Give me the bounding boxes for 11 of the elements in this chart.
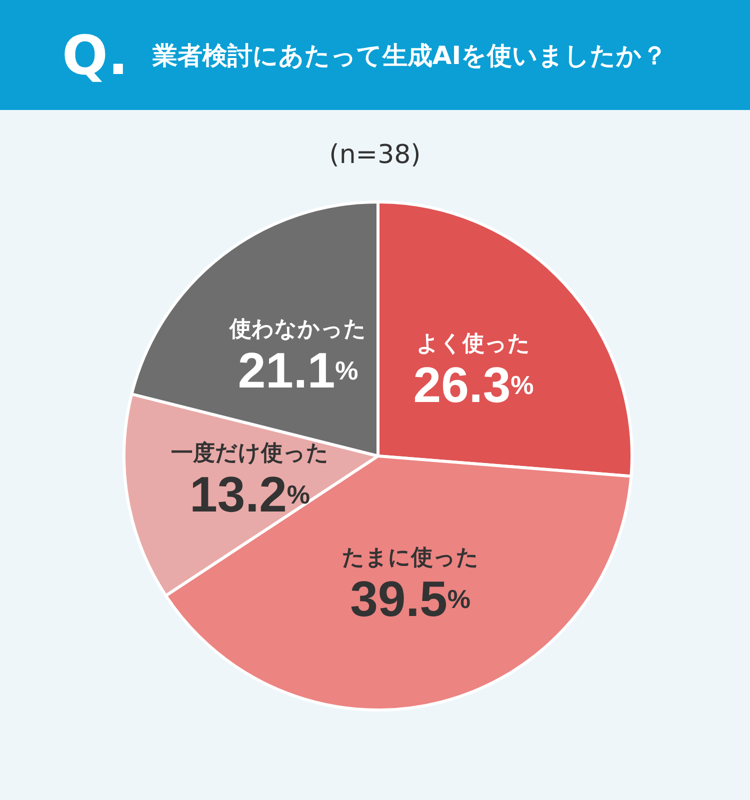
slice-label: たまに使った bbox=[342, 544, 479, 570]
slice-label: 一度だけ使った bbox=[170, 440, 329, 466]
data-label: 13.2% bbox=[190, 466, 310, 523]
data-label: 39.5% bbox=[350, 570, 471, 627]
chart-subtitle: (n=38) bbox=[328, 140, 422, 172]
slice-label: 使わなかった bbox=[228, 316, 367, 341]
data-label: 26.3% bbox=[413, 356, 534, 413]
data-label: 21.1% bbox=[238, 342, 358, 398]
text: Q. bbox=[62, 24, 128, 86]
chart-title: 業者検討にあたって生成AIを使いましたか？ bbox=[152, 40, 668, 72]
slice-label: よく使った bbox=[416, 330, 531, 356]
